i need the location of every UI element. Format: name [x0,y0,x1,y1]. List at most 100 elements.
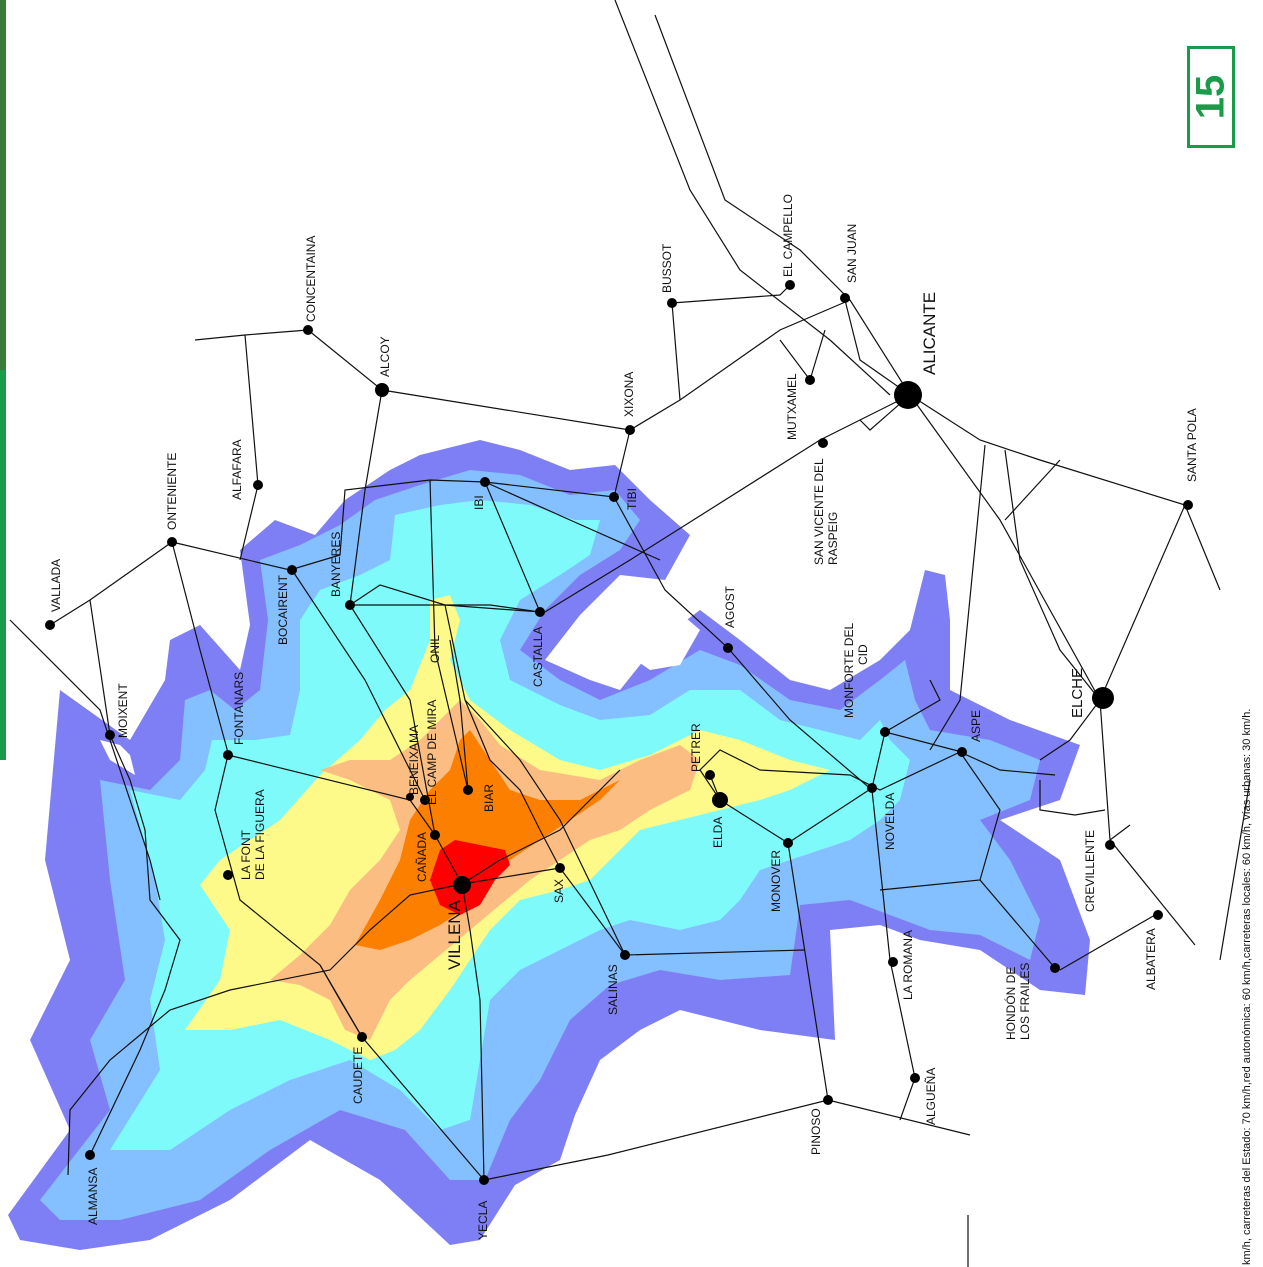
marker-bussot [667,298,677,308]
marker-biar [463,785,473,795]
marker-san-vicente [818,438,828,448]
marker-elche [1092,687,1114,709]
label-onteniente: ONTENIENTE [165,453,179,530]
label-castalla: CASTALLA [531,627,545,687]
page-edge-bar-dark [0,0,6,370]
marker-santa-pola [1183,500,1193,510]
label-petrer: PETRER [689,723,703,772]
marker-almansa [85,1150,95,1160]
label-alfafara: ALFAFARA [230,439,244,500]
label-fontanars: FONTANARS [232,672,246,745]
label-crevillente: CREVILLENTE [1083,830,1097,912]
marker-monover [783,838,793,848]
label-hondon-2: LOS FRAILES [1018,963,1032,1040]
label-biar: BIAR [482,784,496,812]
label-alguena: ALGUEÑA [924,1068,938,1125]
marker-alguena [910,1073,920,1083]
marker-alcoy [375,383,389,397]
label-monforte-2: CID [856,644,870,665]
band-7 [430,840,510,915]
label-vallada: VALLADA [49,559,63,612]
marker-crevillente [1105,840,1115,850]
marker-xixona [625,425,635,435]
marker-bocairent [287,565,297,575]
label-san-vicente-2: RASPEIG [826,512,840,565]
label-albatera: ALBATERA [1144,928,1158,990]
label-san-vicente-1: SAN VICENTE DEL [812,458,826,565]
label-bussot: BUSSOT [660,243,674,293]
label-ibi: IBI [472,495,486,510]
marker-concentaina [303,325,313,335]
label-caudete: CAUDETE [351,1047,365,1104]
isochrone-bands [8,440,1090,1250]
label-hondon-1: HONDÓN DE [1003,967,1018,1040]
label-tibi: TIBI [625,488,639,510]
band-6 [355,730,620,950]
marker-san-juan [840,293,850,303]
label-bocairent: BOCAIRENT [276,574,290,645]
marker-castalla [535,607,545,617]
marker-el-campello [785,280,795,290]
label-xixona: XIXONA [622,372,636,417]
marker-villena [453,876,471,894]
label-santa-pola: SANTA POLA [1185,408,1199,482]
label-novelda: NOVELDA [883,793,897,850]
marker-la-romana [888,957,898,967]
label-alicante: ALICANTE [920,292,939,375]
city-markers [45,280,1193,1185]
label-beneixama: BENEIXAMA [407,725,421,795]
marker-la-font [223,870,233,880]
marker-ibi [480,477,490,487]
hole-agost [600,600,700,670]
marker-banyeres [345,600,355,610]
label-alcoy: ALCOY [378,336,392,377]
marker-alicante [894,381,922,409]
label-elche: ELCHE [1069,668,1086,718]
label-yecla: YECLA [476,1201,490,1240]
page-number-badge: 15 [1187,46,1235,148]
hole-moixent [100,740,135,775]
label-la-font-2: DE LA FIGUERA [253,789,267,880]
label-monover: MONOVER [769,850,783,912]
marker-mutxamel [805,375,815,385]
label-agost: AGOST [723,585,737,628]
marker-monforte [880,727,890,737]
label-monforte-1: MONFORTE DEL [842,623,856,718]
label-elda: ELDA [711,817,725,848]
label-canada: CAÑADA [415,832,429,882]
marker-moixent [105,730,115,740]
marker-yecla [479,1175,489,1185]
label-la-font-1: LA FONT [239,829,253,880]
label-sax: SAX [552,879,566,903]
label-onil: ONIL [428,635,442,663]
marker-sax [555,863,565,873]
label-almansa: ALMANSA [86,1168,100,1225]
label-moixent: MOIXENT [116,683,130,738]
marker-alfafara [253,480,263,490]
marker-camp-de-mira [406,793,414,801]
marker-hondon [1050,963,1060,973]
page-edge-bar [0,0,6,760]
road-network [9,0,1251,1181]
label-banyeres: BANYERES [329,532,343,597]
city-labels: VILLENA ALICANTE ELCHE ELDA ALCOY ALMANS… [49,194,1199,1240]
marker-aspe [957,747,967,757]
legend-note: km/h, carreteras del Estado: 70 km/h,red… [1241,709,1253,1265]
label-salinas: SALINAS [606,964,620,1015]
marker-novelda [867,783,877,793]
label-concentaina: CONCENTAINA [304,236,318,322]
page-number: 15 [1188,74,1233,120]
label-pinoso: PINOSO [809,1108,823,1155]
marker-caudete [357,1032,367,1042]
marker-pinoso [823,1095,833,1105]
label-san-juan: SAN JUAN [845,224,859,283]
marker-onteniente [167,537,177,547]
marker-beneixama [420,795,430,805]
marker-tibi [609,492,619,502]
marker-canada [430,830,440,840]
label-la-romana: LA ROMANA [901,930,915,1000]
marker-fontanars [223,750,233,760]
label-villena: VILLENA [445,899,464,970]
marker-salinas [620,950,630,960]
label-aspe: ASPE [969,710,983,742]
